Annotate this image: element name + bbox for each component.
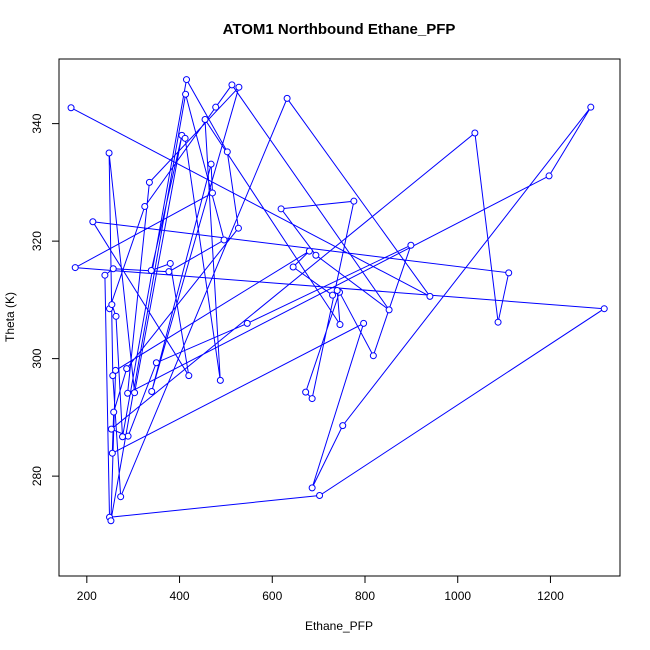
data-point	[316, 492, 324, 500]
chart-title: ATOM1 Northbound Ethane_PFP	[223, 21, 456, 38]
x-tick-label: 1000	[444, 589, 471, 603]
data-point	[243, 319, 251, 327]
data-point	[369, 352, 377, 360]
y-tick-label: 280	[30, 466, 44, 486]
data-point	[185, 372, 193, 380]
data-point	[329, 291, 337, 299]
data-point	[71, 264, 79, 272]
data-point	[183, 76, 190, 84]
data-point	[201, 116, 209, 124]
data-point	[166, 259, 174, 267]
data-point	[333, 286, 341, 294]
data-point	[308, 395, 316, 403]
data-point	[165, 268, 173, 276]
data-point	[471, 129, 479, 137]
data-point	[112, 312, 120, 320]
data-point	[182, 90, 190, 98]
x-tick-label: 600	[262, 589, 282, 603]
data-point	[101, 271, 109, 279]
data-point	[117, 493, 125, 501]
data-point	[305, 247, 313, 255]
data-point	[336, 321, 344, 329]
y-tick-label: 340	[30, 113, 44, 133]
data-point	[109, 265, 117, 273]
data-point	[108, 301, 116, 309]
x-tick-label: 400	[170, 589, 190, 603]
data-point	[107, 425, 115, 433]
data-point	[220, 236, 228, 244]
y-axis: 280 300 320 340	[30, 113, 59, 486]
data-point	[124, 389, 132, 397]
data-point	[494, 318, 502, 326]
x-axis-label: Ethane_PFP	[305, 619, 373, 633]
data-point	[108, 449, 116, 457]
data-point	[360, 319, 368, 327]
data-point	[67, 104, 75, 112]
series-layer	[67, 76, 608, 525]
data-point	[109, 372, 117, 380]
data-point	[339, 422, 347, 430]
data-point	[131, 389, 139, 397]
x-axis: 200 400 600 800 1000 1200	[77, 576, 564, 603]
data-point	[289, 263, 297, 271]
data-point	[587, 103, 595, 111]
data-point	[207, 160, 215, 168]
data-point	[277, 205, 285, 213]
data-point	[145, 178, 153, 186]
y-axis-label: Theta (K)	[3, 292, 17, 342]
data-point	[208, 189, 216, 197]
data-point	[302, 388, 310, 396]
data-point	[124, 432, 132, 440]
data-point	[181, 134, 189, 142]
data-point	[119, 433, 127, 441]
data-point	[147, 267, 155, 274]
data-point	[308, 484, 316, 492]
data-point	[235, 83, 243, 91]
data-point	[112, 366, 120, 374]
data-point	[152, 359, 160, 367]
data-point	[105, 149, 113, 157]
data-point	[212, 103, 220, 111]
x-tick-label: 1200	[537, 589, 564, 603]
x-tick-label: 800	[355, 589, 375, 603]
data-point	[148, 388, 156, 396]
data-point	[228, 81, 236, 89]
data-point	[600, 305, 608, 313]
data-point	[385, 306, 393, 314]
data-point	[505, 269, 513, 277]
data-point	[216, 376, 224, 384]
y-tick-label: 320	[30, 231, 44, 251]
y-tick-label: 300	[30, 348, 44, 368]
data-point	[545, 172, 553, 180]
data-point	[223, 148, 231, 156]
x-tick-label: 200	[77, 589, 97, 603]
data-point	[312, 251, 320, 259]
data-point	[350, 197, 358, 205]
data-point	[110, 408, 118, 416]
data-point	[107, 517, 115, 525]
data-point	[141, 202, 149, 210]
plot-frame	[58, 58, 621, 577]
data-point	[123, 365, 131, 373]
data-point	[234, 224, 242, 232]
data-point	[283, 94, 291, 102]
data-point	[89, 218, 97, 226]
data-point	[407, 241, 415, 249]
data-point	[426, 292, 434, 300]
